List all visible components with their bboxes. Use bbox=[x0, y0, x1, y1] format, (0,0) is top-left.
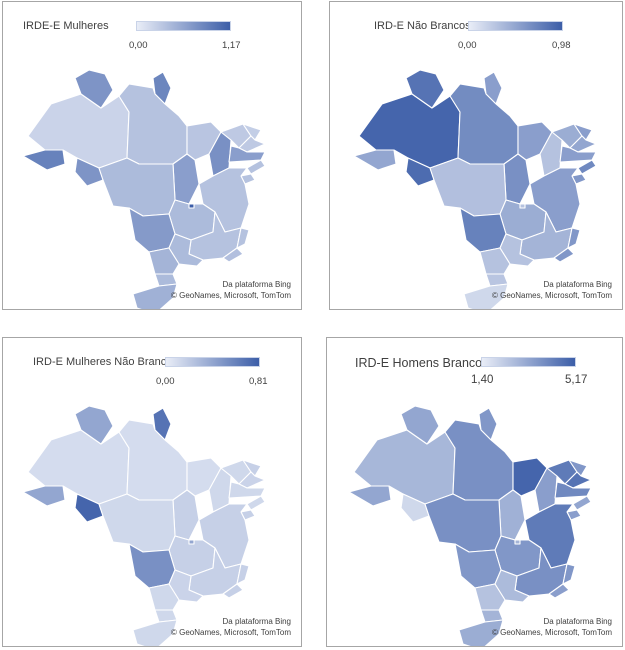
state-sp bbox=[494, 569, 530, 603]
scale-max-label: 5,17 bbox=[565, 374, 588, 386]
state-pr bbox=[148, 247, 180, 275]
state-df bbox=[188, 203, 195, 209]
scale-min-label: 0,00 bbox=[458, 40, 477, 51]
state-ac bbox=[353, 149, 397, 171]
state-ac bbox=[22, 485, 66, 507]
color-scale-bar bbox=[136, 21, 231, 31]
state-al bbox=[246, 495, 266, 511]
state-pr bbox=[479, 247, 511, 275]
brazil-choropleth-map bbox=[22, 405, 266, 646]
state-to bbox=[503, 153, 531, 205]
credit-line-1: Da plataforma Bing bbox=[543, 617, 612, 626]
state-mt bbox=[424, 493, 502, 553]
brazil-choropleth-map bbox=[353, 69, 597, 309]
state-rj bbox=[222, 583, 244, 599]
credit-line-2: © GeoNames, Microsoft, TomTom bbox=[492, 628, 612, 637]
map-credit: Da plataforma Bing © GeoNames, Microsoft… bbox=[492, 279, 612, 301]
state-rj bbox=[222, 247, 244, 263]
brazil-choropleth-map bbox=[348, 405, 592, 646]
state-df bbox=[514, 539, 521, 545]
map-credit: Da plataforma Bing © GeoNames, Microsoft… bbox=[171, 279, 291, 301]
state-rs bbox=[458, 619, 504, 646]
state-rs bbox=[463, 283, 509, 309]
state-mt bbox=[98, 493, 176, 553]
state-rr bbox=[400, 405, 440, 445]
state-ac bbox=[22, 149, 66, 171]
map-title: IRD-E Não Brancos bbox=[374, 20, 471, 32]
scale-max-label: 1,17 bbox=[222, 40, 241, 51]
map-title: IRD-E Mulheres Não Brancas bbox=[33, 356, 178, 368]
state-to bbox=[172, 489, 200, 541]
state-ro bbox=[74, 493, 104, 523]
credit-line-1: Da plataforma Bing bbox=[543, 280, 612, 289]
credit-line-1: Da plataforma Bing bbox=[222, 280, 291, 289]
state-pr bbox=[474, 583, 506, 611]
state-pr bbox=[148, 583, 180, 611]
scale-min-label: 1,40 bbox=[471, 374, 494, 386]
credit-line-2: © GeoNames, Microsoft, TomTom bbox=[492, 291, 612, 300]
map-panel-nao-brancos: IRD-E Não Brancos 0,00 0,98 Da plataform… bbox=[329, 1, 623, 310]
state-es bbox=[567, 227, 581, 249]
map-panel-mulheres-nao-brancas: IRD-E Mulheres Não Brancas 0,00 0,81 Da … bbox=[2, 337, 302, 647]
state-pa bbox=[118, 83, 188, 165]
color-scale-bar bbox=[481, 357, 576, 367]
state-rj bbox=[548, 583, 570, 599]
state-sp bbox=[499, 233, 535, 267]
state-rj bbox=[553, 247, 575, 263]
brazil-choropleth-map bbox=[22, 69, 266, 309]
state-mt bbox=[98, 157, 176, 217]
credit-line-2: © GeoNames, Microsoft, TomTom bbox=[171, 628, 291, 637]
color-scale-bar bbox=[468, 21, 563, 31]
state-rr bbox=[74, 405, 114, 445]
map-credit: Da plataforma Bing © GeoNames, Microsoft… bbox=[492, 616, 612, 638]
state-to bbox=[172, 153, 200, 205]
state-es bbox=[562, 563, 576, 585]
state-ac bbox=[348, 485, 392, 507]
state-df bbox=[188, 539, 195, 545]
scale-max-label: 0,98 bbox=[552, 40, 571, 51]
color-scale-bar bbox=[165, 357, 260, 367]
map-panel-homens-brancos: IRD-E Homens Brancos 1,40 5,17 Da plataf… bbox=[326, 337, 623, 647]
map-credit: Da plataforma Bing © GeoNames, Microsoft… bbox=[171, 616, 291, 638]
state-rr bbox=[405, 69, 445, 109]
map-title: IRD-E Homens Brancos bbox=[355, 356, 489, 370]
state-df bbox=[519, 203, 526, 209]
state-rs bbox=[132, 283, 178, 309]
credit-line-2: © GeoNames, Microsoft, TomTom bbox=[171, 291, 291, 300]
state-al bbox=[577, 159, 597, 175]
scale-max-label: 0,81 bbox=[249, 376, 268, 387]
state-pa bbox=[444, 419, 514, 501]
state-mt bbox=[429, 157, 507, 217]
state-ro bbox=[74, 157, 104, 187]
state-es bbox=[236, 563, 250, 585]
state-al bbox=[572, 495, 592, 511]
state-al bbox=[246, 159, 266, 175]
state-pa bbox=[118, 419, 188, 501]
state-rs bbox=[132, 619, 178, 646]
state-pa bbox=[449, 83, 519, 165]
state-sp bbox=[168, 569, 204, 603]
state-ro bbox=[400, 493, 430, 523]
state-es bbox=[236, 227, 250, 249]
state-ro bbox=[405, 157, 435, 187]
map-panel-mulheres: IRDE-E Mulheres 0,00 1,17 Da plataforma … bbox=[2, 1, 302, 310]
map-title: IRDE-E Mulheres bbox=[23, 20, 109, 32]
state-sp bbox=[168, 233, 204, 267]
state-rr bbox=[74, 69, 114, 109]
state-to bbox=[498, 489, 526, 541]
credit-line-1: Da plataforma Bing bbox=[222, 617, 291, 626]
scale-min-label: 0,00 bbox=[129, 40, 148, 51]
scale-min-label: 0,00 bbox=[156, 376, 175, 387]
